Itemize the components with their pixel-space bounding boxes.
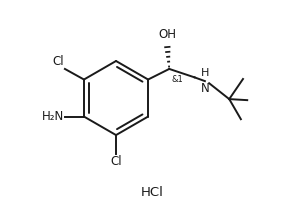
Text: Cl: Cl xyxy=(52,55,64,68)
Text: HCl: HCl xyxy=(140,186,164,199)
Text: H: H xyxy=(201,68,209,78)
Text: &1: &1 xyxy=(171,75,183,84)
Text: OH: OH xyxy=(158,28,176,41)
Text: N: N xyxy=(201,82,209,95)
Text: Cl: Cl xyxy=(110,155,122,168)
Text: H₂N: H₂N xyxy=(42,110,64,123)
